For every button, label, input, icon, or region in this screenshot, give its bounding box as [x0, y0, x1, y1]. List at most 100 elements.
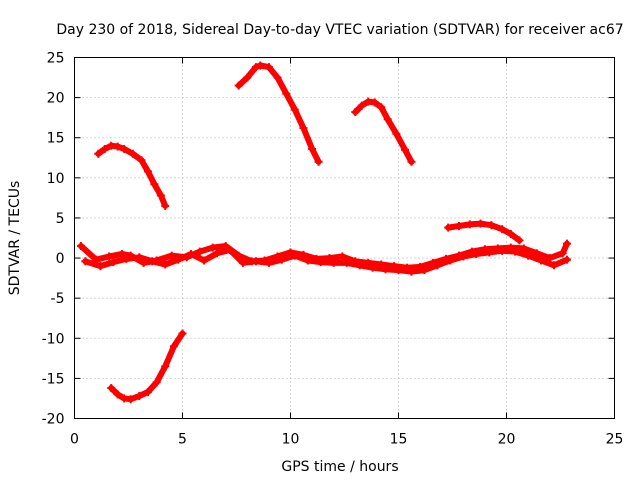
data-point — [299, 124, 308, 133]
data-point — [208, 243, 217, 252]
data-point — [433, 261, 442, 270]
data-point — [264, 63, 273, 72]
data-point — [76, 242, 85, 251]
data-point — [550, 261, 559, 270]
data-point — [476, 219, 485, 228]
data-point — [338, 252, 347, 261]
data-point — [498, 225, 507, 234]
x-axis-label: GPS time / hours — [281, 459, 398, 475]
data-point — [562, 255, 571, 264]
data-point — [105, 252, 114, 261]
data-point — [81, 257, 90, 266]
data-point — [368, 263, 377, 272]
data-point — [454, 221, 463, 230]
series-arc-midday-high — [235, 62, 322, 165]
data-point — [465, 220, 474, 229]
data-point — [213, 249, 222, 258]
data-point — [226, 246, 235, 255]
data-point — [243, 73, 252, 82]
data-point — [234, 81, 243, 90]
data-point — [537, 256, 546, 265]
data-point — [400, 145, 409, 154]
y-tick-label: -20 — [42, 412, 65, 428]
data-point — [195, 247, 204, 256]
data-point — [122, 254, 131, 263]
series-arc-afternoon — [352, 98, 415, 165]
data-point — [113, 390, 122, 399]
data-point — [357, 101, 366, 110]
y-tick-label: 5 — [56, 211, 65, 227]
data-point — [187, 250, 196, 259]
data-point — [355, 261, 364, 270]
data-point — [148, 257, 157, 266]
data-point — [370, 98, 379, 107]
data-point — [264, 258, 273, 267]
x-tick-label: 0 — [70, 432, 79, 448]
plot-frame — [74, 57, 615, 419]
data-point — [342, 258, 351, 267]
grid — [74, 57, 615, 419]
y-tick-label: 10 — [47, 171, 65, 187]
y-tick-label: 0 — [56, 251, 65, 267]
data-point — [152, 378, 161, 387]
data-point — [511, 247, 520, 256]
data-point — [161, 362, 170, 371]
data-point — [161, 201, 170, 210]
data-point — [113, 142, 122, 151]
data-point — [126, 395, 135, 404]
y-tick-label: -5 — [51, 291, 65, 307]
data-point — [143, 167, 152, 176]
data-point — [506, 229, 515, 238]
data-point — [156, 191, 165, 200]
data-point — [169, 342, 178, 351]
chart-title: Day 230 of 2018, Sidereal Day-to-day VTE… — [56, 22, 623, 38]
data-point — [100, 144, 109, 153]
data-point — [118, 250, 127, 259]
data-point — [558, 249, 567, 258]
data-point — [238, 258, 247, 267]
axis-ticks: 0 5 10 15 20 25 -20 -15 -10 -5 0 5 10 15 20 25 — [42, 51, 624, 448]
data-point — [282, 89, 291, 98]
y-tick-label: 15 — [47, 131, 65, 147]
data-point — [329, 258, 338, 267]
data-point — [251, 63, 260, 72]
data-point — [135, 392, 144, 401]
data-point — [394, 266, 403, 275]
data-point — [515, 236, 524, 245]
data-point — [519, 244, 528, 253]
data-point — [377, 103, 386, 112]
x-tick-label: 5 — [178, 432, 187, 448]
y-axis-label: SDTVAR / TECUs — [7, 181, 23, 296]
data-point — [107, 384, 116, 393]
data-point — [498, 246, 507, 255]
data-point — [485, 248, 494, 257]
data-point — [143, 388, 152, 397]
data-point — [351, 108, 360, 117]
data-point — [161, 260, 170, 269]
data-point — [407, 157, 416, 166]
series-arc-early-negative — [108, 330, 186, 403]
data-point — [524, 251, 533, 260]
data-point — [383, 115, 392, 124]
data-point — [316, 258, 325, 267]
data-point — [167, 251, 176, 260]
data-point — [420, 266, 429, 275]
data-point — [487, 221, 496, 230]
data-point — [308, 144, 317, 153]
data-point — [135, 253, 144, 262]
data-point — [150, 180, 159, 189]
data-point — [128, 149, 137, 158]
data-point — [407, 267, 416, 276]
data-point — [200, 256, 209, 265]
y-tick-label: -15 — [42, 371, 65, 387]
y-tick-label: 20 — [47, 91, 65, 107]
data-point — [273, 73, 282, 82]
data-point — [303, 256, 312, 265]
data-point — [381, 265, 390, 274]
data-point — [562, 239, 571, 248]
x-tick-label: 25 — [606, 432, 624, 448]
data-point — [290, 105, 299, 114]
data-point — [96, 262, 105, 271]
data-point — [94, 149, 103, 158]
